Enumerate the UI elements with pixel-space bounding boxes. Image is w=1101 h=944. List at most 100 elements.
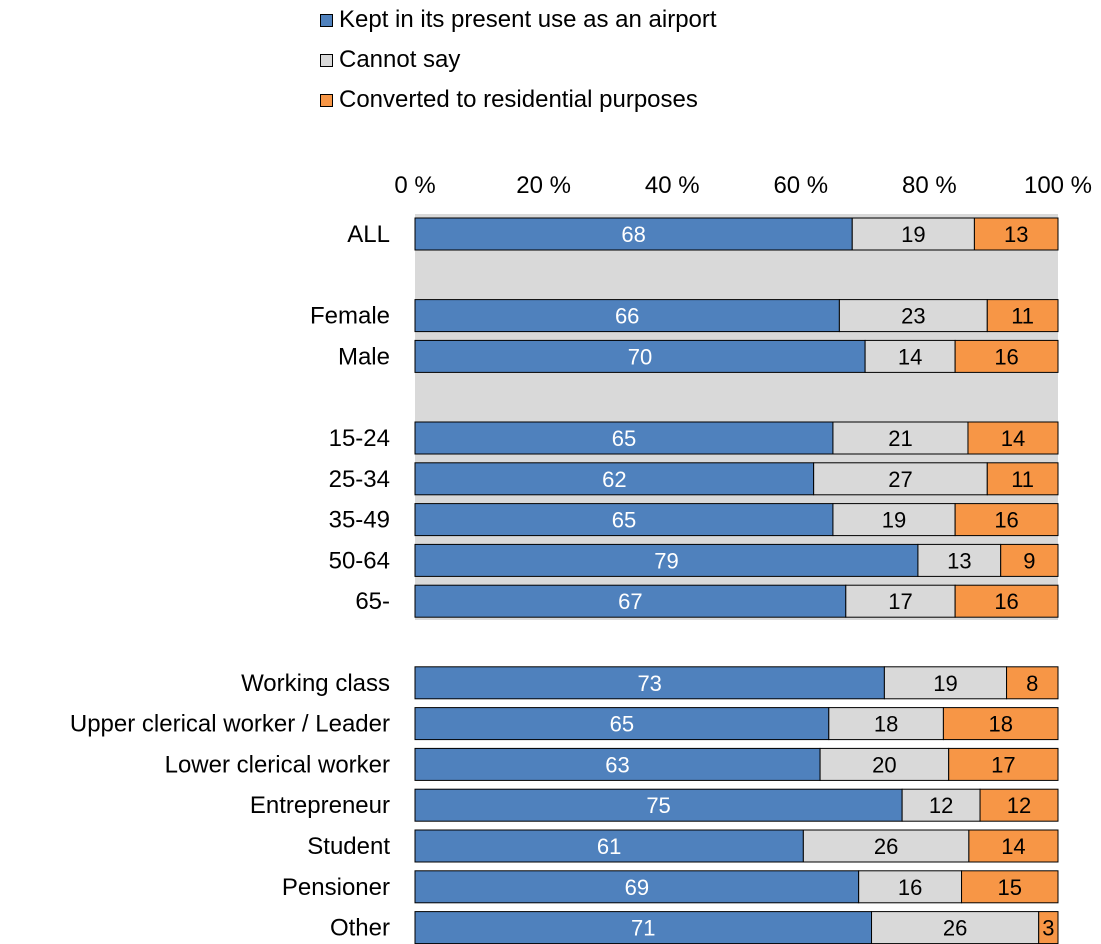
data-label: 19 (933, 671, 957, 696)
category-label: Male (338, 343, 390, 370)
category-label: 50-64 (329, 547, 390, 574)
category-label: Working class (241, 670, 390, 697)
category-label: 35-49 (329, 507, 390, 534)
bar-segment (414, 421, 834, 455)
data-label: 75 (646, 793, 670, 818)
bar-segment (819, 747, 950, 781)
data-label: 13 (1004, 222, 1028, 247)
data-label: 61 (597, 834, 621, 859)
data-label: 3 (1042, 916, 1054, 941)
data-label: 20 (872, 752, 896, 777)
bar-segment (917, 543, 1002, 577)
legend-label-residential: Converted to residential purposes (339, 86, 698, 113)
bar-segment (414, 462, 815, 496)
bar-segment (414, 788, 903, 822)
data-label: 62 (602, 467, 626, 492)
bar-segment (838, 299, 988, 333)
data-label: 14 (898, 344, 922, 369)
data-label: 67 (618, 589, 642, 614)
bar-segment (414, 503, 834, 537)
data-label: 73 (637, 671, 661, 696)
legend-swatch-residential (320, 94, 333, 108)
category-label: ALL (347, 221, 390, 248)
data-label: 70 (628, 344, 652, 369)
bar-segment (968, 829, 1059, 863)
legend-label-cannot-say: Cannot say (339, 46, 461, 73)
bar-segment (954, 503, 1059, 537)
data-label: 18 (874, 712, 898, 737)
data-label: 79 (654, 548, 678, 573)
category-label: Female (310, 303, 390, 330)
bar-segment (871, 911, 1040, 944)
bar-segment (414, 584, 847, 618)
data-label: 15 (998, 875, 1022, 900)
bar-segment (414, 666, 885, 700)
data-label: 16 (898, 875, 922, 900)
category-label: 25-34 (329, 466, 390, 493)
legend-item-residential: Converted to residential purposes (320, 84, 717, 124)
data-label: 11 (1011, 467, 1034, 492)
bar-segment (414, 299, 840, 333)
legend-item-airport: Kept in its present use as an airport (320, 4, 717, 44)
data-label: 16 (994, 508, 1018, 533)
bar-segment (414, 707, 830, 741)
data-label: 14 (1001, 834, 1025, 859)
bar-segment (414, 747, 821, 781)
data-label: 9 (1023, 548, 1035, 573)
data-label: 16 (994, 589, 1018, 614)
bar-segment (828, 707, 944, 741)
legend-swatch-airport (320, 14, 333, 28)
data-label: 12 (1007, 793, 1031, 818)
category-label: Pensioner (282, 874, 390, 901)
bar-segment (954, 584, 1059, 618)
data-label: 66 (615, 304, 639, 329)
bar-segment (973, 217, 1059, 251)
bar-segment (414, 870, 860, 904)
data-label: 11 (1011, 304, 1034, 329)
data-label: 63 (605, 752, 629, 777)
data-label: 21 (888, 426, 912, 451)
data-label: 27 (888, 467, 912, 492)
bar-segment (813, 462, 988, 496)
data-label: 13 (947, 548, 971, 573)
category-label: Upper clerical worker / Leader (70, 711, 390, 738)
x-tick-label: 80 % (902, 172, 957, 199)
bar-segment (845, 584, 956, 618)
data-label: 68 (621, 222, 645, 247)
data-label: 71 (631, 916, 655, 941)
bar-segment (901, 788, 981, 822)
bar-segment (961, 870, 1059, 904)
data-label: 65 (610, 712, 634, 737)
x-tick-label: 100 % (1024, 172, 1092, 199)
category-label: 15-24 (329, 425, 390, 452)
bar-segment (832, 503, 956, 537)
x-tick-label: 40 % (645, 172, 700, 199)
bar-segment (414, 911, 873, 944)
data-label: 65 (612, 508, 636, 533)
bar-segment (942, 707, 1059, 741)
bar-segment (1000, 543, 1059, 577)
category-label: 65- (355, 588, 390, 615)
data-label: 19 (901, 222, 925, 247)
data-label: 26 (874, 834, 898, 859)
data-label: 69 (625, 875, 649, 900)
category-label: Lower clerical worker (165, 751, 390, 778)
data-label: 8 (1026, 671, 1038, 696)
legend-label-airport: Kept in its present use as an airport (339, 6, 717, 33)
x-tick-label: 60 % (773, 172, 828, 199)
bar-segment (986, 299, 1059, 333)
data-label: 14 (1001, 426, 1025, 451)
legend: Kept in its present use as an airport Ca… (320, 4, 717, 124)
data-label: 26 (943, 916, 967, 941)
data-label: 19 (882, 508, 906, 533)
x-tick-label: 20 % (516, 172, 571, 199)
data-label: 17 (991, 752, 1015, 777)
data-label: 18 (988, 712, 1012, 737)
bar-segment (883, 666, 1008, 700)
data-label: 17 (888, 589, 912, 614)
bar-segment (986, 462, 1059, 496)
bar-segment (802, 829, 970, 863)
bar-segment (858, 870, 963, 904)
category-label: Student (307, 833, 390, 860)
